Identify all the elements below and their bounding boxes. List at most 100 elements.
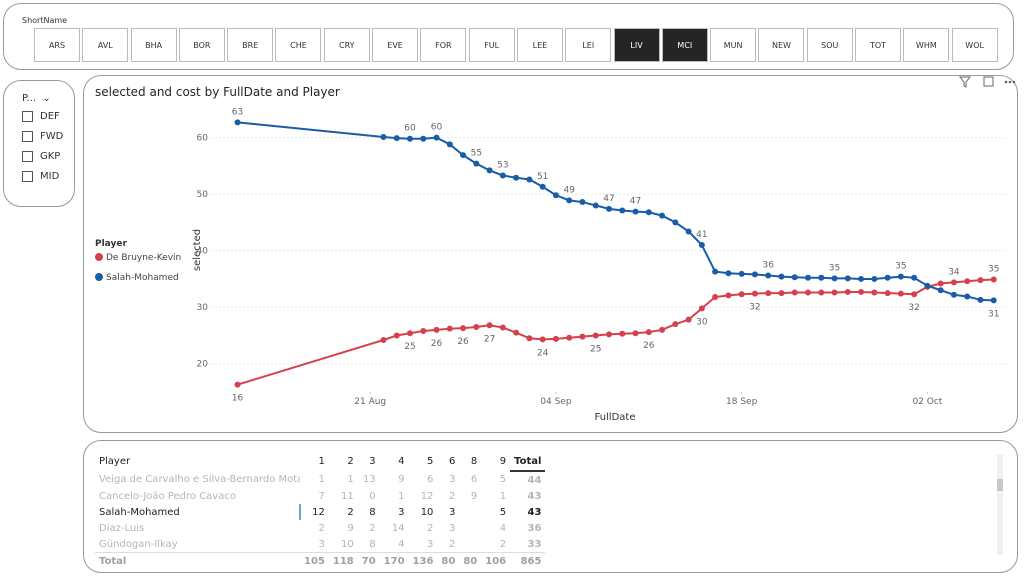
table-row[interactable]: Gündogan-Ilkay 3 10 8 4 3 2 2 33 bbox=[95, 536, 545, 553]
cell: 1 bbox=[318, 474, 325, 485]
slicer-button[interactable]: SOU bbox=[806, 28, 853, 62]
column-header[interactable]: 8 bbox=[470, 456, 478, 467]
data-label: 60 bbox=[431, 123, 443, 133]
data-label: 35 bbox=[895, 262, 906, 272]
data-point bbox=[672, 321, 679, 328]
checkbox-option[interactable]: FWD bbox=[22, 131, 63, 142]
data-point bbox=[645, 209, 652, 216]
data-point bbox=[791, 274, 798, 281]
cell: 8 bbox=[369, 538, 376, 550]
data-point bbox=[977, 296, 984, 303]
column-header[interactable]: 1 bbox=[318, 456, 325, 467]
data-point bbox=[632, 330, 639, 337]
slicer-button[interactable]: LIV bbox=[613, 28, 660, 62]
cell: 43 bbox=[527, 490, 542, 502]
data-label: 30 bbox=[696, 317, 708, 327]
slicer-button[interactable]: EVE bbox=[372, 28, 419, 62]
total-cell: 80 bbox=[437, 552, 460, 569]
y-axis-title: selected bbox=[192, 229, 203, 271]
chart-title: selected and cost by FullDate and Player bbox=[95, 85, 340, 99]
checkbox-option[interactable]: MID bbox=[22, 171, 59, 182]
cell: 1 bbox=[347, 474, 354, 485]
table-row[interactable]: Veiga de Carvalho e Silva-Bernardo Mota 1… bbox=[95, 471, 545, 488]
cell: 12 bbox=[420, 490, 434, 502]
column-header[interactable]: Total bbox=[510, 452, 546, 472]
y-tick-label: 40 bbox=[197, 247, 209, 257]
slicer-button[interactable]: WHM bbox=[903, 28, 950, 62]
table-row[interactable]: Cancelo-João Pedro Cavaco 7 11 0 1 12 2 9 1 43 bbox=[95, 488, 545, 504]
data-point bbox=[539, 183, 546, 190]
data-point bbox=[871, 289, 878, 296]
slicer-button[interactable]: CHE bbox=[275, 28, 322, 62]
data-label: 60 bbox=[404, 124, 416, 134]
data-point bbox=[950, 279, 957, 286]
data-point bbox=[897, 273, 904, 280]
checkbox-option[interactable]: GKP bbox=[22, 151, 60, 162]
data-point bbox=[924, 282, 931, 289]
data-point bbox=[380, 134, 387, 141]
slicer-button[interactable]: LEI bbox=[565, 28, 612, 62]
option-label[interactable]: FWD bbox=[40, 131, 64, 142]
cell: 9 bbox=[398, 474, 405, 485]
row-header: Cancelo-João Pedro Cavaco bbox=[99, 490, 236, 502]
visual-header-icons[interactable] bbox=[958, 76, 1016, 88]
column-header[interactable]: Player bbox=[99, 456, 131, 467]
slicer-button[interactable]: CRY bbox=[323, 28, 370, 62]
slicer-button[interactable]: BHA bbox=[130, 28, 177, 62]
slicer-button[interactable]: TOT bbox=[855, 28, 902, 62]
column-header[interactable]: 6 bbox=[448, 456, 456, 467]
data-label: 63 bbox=[232, 107, 243, 117]
table-row[interactable]: Díaz-Luis 2 9 2 14 2 3 4 36 bbox=[95, 520, 545, 536]
slicer-button[interactable]: WOL bbox=[951, 28, 998, 62]
column-header[interactable]: 9 bbox=[499, 456, 507, 467]
data-point bbox=[407, 135, 413, 142]
total-cell: 118 bbox=[328, 552, 358, 569]
column-header[interactable]: 3 bbox=[369, 456, 376, 467]
legend-label: De Bruyne-Kevin bbox=[106, 253, 181, 263]
slicer-button[interactable]: MUN bbox=[710, 28, 757, 62]
column-header[interactable]: 4 bbox=[398, 456, 405, 467]
data-point bbox=[420, 327, 427, 334]
data-point bbox=[884, 290, 891, 297]
slicer-button[interactable]: FUL bbox=[468, 28, 515, 62]
slicer-button[interactable]: NEW bbox=[758, 28, 805, 62]
checkbox[interactable] bbox=[22, 111, 33, 122]
slicer-button[interactable]: BRE bbox=[227, 28, 274, 62]
option-label[interactable]: DEF bbox=[40, 111, 60, 122]
total-cell: 106 bbox=[481, 552, 511, 569]
data-label: 47 bbox=[603, 194, 614, 204]
total-cell: 105 bbox=[300, 552, 329, 569]
data-point bbox=[460, 152, 467, 159]
table-row[interactable]: Salah-Mohamed 12 2 8 3 10 3 5 43 bbox=[95, 504, 545, 520]
row-header: Gündogan-Ilkay bbox=[99, 538, 178, 550]
cell: 5 bbox=[499, 506, 507, 518]
checkbox[interactable] bbox=[22, 151, 33, 162]
checkbox-option[interactable]: DEF bbox=[22, 111, 60, 122]
x-axis-title: FullDate bbox=[594, 412, 635, 423]
slicer-button[interactable]: BOR bbox=[178, 28, 225, 62]
cell: 36 bbox=[527, 522, 542, 534]
data-point bbox=[632, 208, 639, 215]
slicer-button[interactable]: ARS bbox=[34, 28, 80, 62]
total-cell: Total bbox=[95, 552, 300, 569]
slicer-button[interactable]: FOR bbox=[420, 28, 467, 62]
data-point bbox=[805, 289, 811, 296]
option-label[interactable]: GKP bbox=[40, 151, 61, 162]
option-label[interactable]: MID bbox=[40, 171, 60, 182]
slicer-button[interactable]: LEE bbox=[516, 28, 563, 62]
data-point bbox=[566, 334, 573, 341]
scroll-thumb[interactable] bbox=[997, 479, 1003, 491]
data-point bbox=[566, 197, 573, 204]
column-header[interactable]: 2 bbox=[347, 456, 354, 467]
column-header[interactable]: 5 bbox=[427, 456, 434, 467]
slicer-button[interactable]: AVL bbox=[82, 28, 129, 62]
slicer-title: ShortName bbox=[22, 16, 68, 25]
checkbox[interactable] bbox=[22, 171, 33, 182]
slicer-button[interactable]: MCI bbox=[661, 28, 708, 62]
x-tick-label: 04 Sep bbox=[540, 397, 572, 407]
cell: 3 bbox=[448, 474, 456, 485]
data-point bbox=[937, 287, 944, 294]
checkbox[interactable] bbox=[22, 131, 33, 142]
data-label: 26 bbox=[643, 341, 655, 351]
scrollbar[interactable] bbox=[997, 455, 1003, 555]
